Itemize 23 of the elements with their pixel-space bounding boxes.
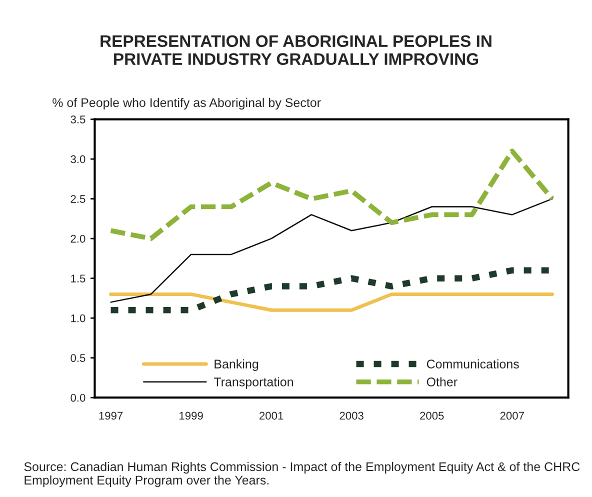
x-tick-label: 2005 (420, 412, 444, 420)
y-tick-label: 3.5 (70, 116, 86, 124)
source-note: Source: Canadian Human Rights Commission - Impact of the Employment Equity Act & of the CHRC Employment Equity Program over the Years. (24, 462, 580, 488)
x-tick-label: 2003 (340, 412, 364, 420)
y-tick-label: 2.0 (70, 234, 86, 243)
y-tick-label: 0.5 (70, 354, 86, 362)
y-tick-label: 2.5 (70, 195, 86, 203)
x-tick-label: 1997 (99, 412, 123, 420)
y-axis-title: % of People who Identify as Aboriginal by Sector (52, 98, 321, 110)
legend-label: Banking (214, 359, 258, 371)
x-tick-label: 1999 (180, 412, 203, 420)
y-tick-label: 3.0 (70, 155, 86, 164)
legend-label: Transportation (214, 377, 293, 389)
legend-label: Other (426, 377, 458, 386)
y-tick-label: 1.0 (71, 314, 86, 322)
line-series (108, 148, 555, 241)
y-tick-label: 0.0 (70, 394, 86, 402)
legend-label: Communications (426, 359, 519, 368)
x-tick-label: 2007 (500, 412, 524, 420)
y-tick-label: 1.5 (71, 274, 86, 282)
x-tick-label: 2001 (260, 412, 284, 420)
line-series (110, 198, 553, 303)
chart-title: REPRESENTATION OF ABORIGINAL PEOPLES IN PRIVATE INDUSTRY GRADUALLY IMPROVING (100, 35, 492, 65)
